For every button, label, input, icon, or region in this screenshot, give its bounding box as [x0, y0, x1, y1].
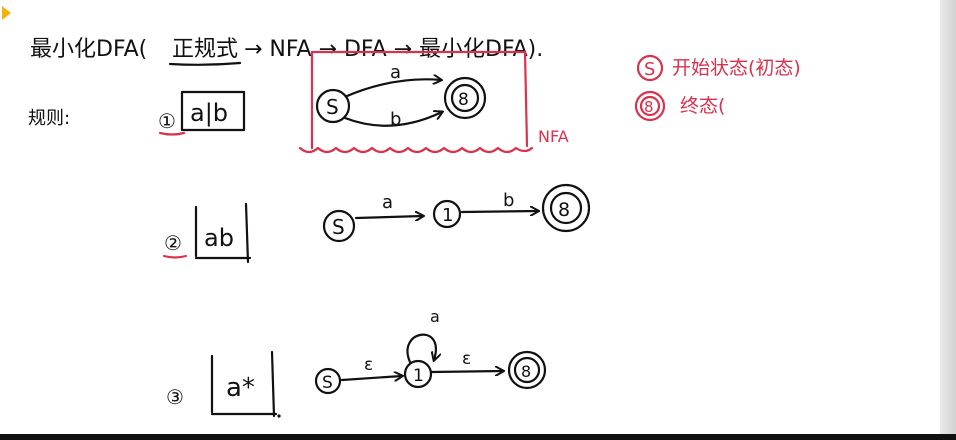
rule1-number-underline	[158, 131, 186, 136]
whiteboard: 最小化DFA( 正规式 → NFA → DFA → 最小化DFA). 规则: S…	[0, 0, 940, 436]
rule3-dot	[277, 414, 281, 418]
bottom-border	[0, 434, 956, 440]
rule3-edge-eps1-label: ε	[364, 355, 373, 375]
rule3-final-outer	[507, 350, 547, 390]
rule1-edge-b	[343, 112, 442, 127]
rule1-final-outer	[443, 76, 487, 120]
title-part1: 最小化DFA(	[30, 37, 147, 62]
rule1-number: ①	[158, 109, 176, 133]
rule3-edge-eps2-label: ε	[462, 349, 471, 369]
rule2-edge-a	[354, 216, 423, 218]
rule2-final-inner	[549, 191, 583, 225]
rule3-loop-a	[406, 333, 436, 364]
rules-label: 规则:	[28, 108, 70, 129]
rule1-edge-a-label: a	[390, 62, 401, 83]
legend-final-text: 终态(	[680, 95, 725, 117]
play-marker-icon	[2, 6, 11, 20]
rule1-final-label: 8	[458, 90, 469, 110]
title-part2: 正规式	[172, 37, 238, 62]
title: 最小化DFA( 正规式 → NFA → DFA → 最小化DFA).	[30, 37, 543, 66]
diagram-canvas: 最小化DFA( 正规式 → NFA → DFA → 最小化DFA). 规则: S…	[28, 37, 801, 418]
legend-final-outer	[634, 90, 666, 122]
rule3-mid-state	[403, 359, 433, 389]
rule3-edge-eps2	[430, 371, 503, 372]
rule2-number-underline	[162, 254, 188, 259]
rule1-edge-a	[345, 79, 441, 98]
legend-final-symbol: 8	[644, 98, 654, 116]
legend-start-symbol: S	[644, 59, 655, 80]
nfa-box-right	[523, 50, 529, 148]
window-edge	[940, 0, 956, 440]
rule1-start-state	[315, 88, 351, 124]
rule3-number: ③	[166, 385, 184, 409]
rule3: ③ a* S ε 1 a ε 8	[166, 307, 547, 418]
rule3-start-label: S	[322, 373, 333, 393]
rule3-expression-box	[210, 350, 278, 418]
legend-start-circle	[636, 54, 664, 82]
rule2-edge-b	[460, 211, 538, 212]
rule1-start-label: S	[326, 95, 339, 119]
title-part3: → NFA → DFA → 最小化DFA).	[244, 37, 543, 62]
rule1-final-inner	[450, 83, 480, 113]
legend: S 开始状态(初态) 8 终态(	[634, 54, 801, 122]
rule2-final-outer	[541, 183, 591, 233]
rule2-edge-a-label: a	[382, 192, 393, 213]
rule2-mid-label: 1	[442, 205, 453, 226]
rule1-expression-box	[180, 90, 246, 132]
rule2-start-label: S	[332, 215, 345, 239]
rule3-expression: a*	[226, 373, 255, 403]
rule3-loop-a-label: a	[430, 307, 440, 326]
rule3-mid-label: 1	[413, 366, 424, 386]
nfa-box-bottom-wave	[298, 146, 534, 154]
rule3-final-label: 8	[521, 362, 531, 381]
rule2-final-label: 8	[558, 199, 570, 221]
rule3-final-inner	[513, 356, 541, 384]
rule3-edge-eps1	[340, 376, 402, 380]
rule1-edge-b-label: b	[390, 109, 401, 130]
legend-start-text: 开始状态(初态)	[672, 57, 801, 79]
rule2-mid-state	[432, 199, 462, 229]
legend-final-inner	[639, 95, 661, 117]
rule2-start-state	[322, 209, 356, 243]
rule1-expression: a|b	[190, 99, 228, 127]
rule2: ② ab S a 1 b 8	[162, 183, 591, 264]
rule1: ① a|b NFA S 8 a b	[158, 50, 569, 154]
rule3-start-state	[314, 367, 342, 395]
nfa-label: NFA	[538, 127, 569, 146]
rule2-expression-box	[194, 202, 252, 264]
title-underline	[168, 61, 242, 66]
rule2-expression: ab	[204, 224, 234, 252]
rule2-edge-b-label: b	[503, 190, 514, 211]
rule2-number: ②	[164, 231, 182, 255]
